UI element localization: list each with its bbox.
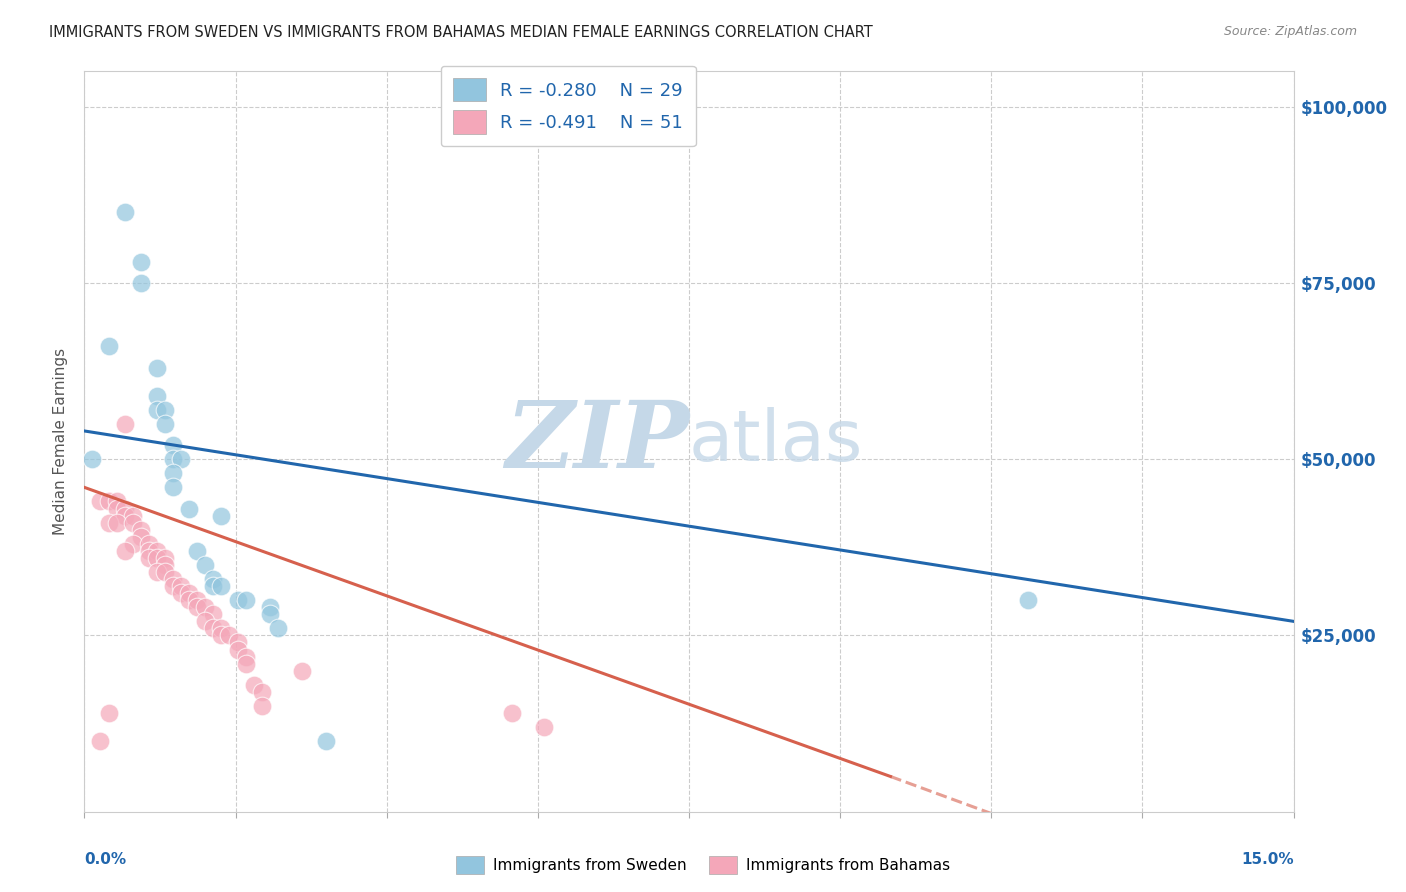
Point (138, 537, 160, 551)
Point (186, 544, 208, 558)
Point (121, 537, 143, 551)
Point (170, 586, 193, 600)
Point (533, 720, 555, 734)
Point (209, 628, 232, 642)
Point (170, 579, 193, 593)
Point (250, 698, 273, 713)
Point (1017, 593, 1039, 607)
Point (97, 706, 120, 720)
Point (226, 593, 249, 607)
Point (186, 600, 208, 615)
Point (146, 544, 169, 558)
Point (250, 685, 273, 699)
Point (267, 621, 290, 635)
Point (202, 572, 225, 586)
Point (162, 452, 184, 467)
Point (153, 565, 176, 579)
Point (129, 530, 152, 544)
Point (226, 635, 249, 649)
Point (146, 402, 169, 417)
Text: IMMIGRANTS FROM SWEDEN VS IMMIGRANTS FROM BAHAMAS MEDIAN FEMALE EARNINGS CORRELA: IMMIGRANTS FROM SWEDEN VS IMMIGRANTS FRO… (49, 25, 873, 40)
Point (218, 628, 240, 642)
Point (202, 579, 225, 593)
Point (242, 678, 264, 692)
Point (138, 544, 160, 558)
Text: ZIP: ZIP (505, 397, 689, 486)
Point (89, 734, 111, 748)
Point (146, 360, 169, 375)
Point (105, 494, 128, 508)
Point (226, 642, 249, 657)
Point (129, 254, 152, 268)
Point (291, 664, 314, 678)
Text: Source: ZipAtlas.com: Source: ZipAtlas.com (1223, 25, 1357, 38)
Point (153, 550, 176, 565)
Text: atlas: atlas (689, 407, 863, 476)
Legend: R = -0.280    N = 29, R = -0.491    N = 51: R = -0.280 N = 29, R = -0.491 N = 51 (440, 66, 696, 146)
Point (114, 508, 136, 523)
Point (146, 565, 169, 579)
Point (114, 205, 136, 219)
Point (105, 516, 128, 530)
Legend: Immigrants from Sweden, Immigrants from Bahamas: Immigrants from Sweden, Immigrants from … (450, 850, 956, 880)
Point (209, 579, 232, 593)
Point (121, 516, 143, 530)
Point (235, 649, 257, 664)
Text: 0.0%: 0.0% (84, 853, 127, 867)
Point (209, 621, 232, 635)
Point (162, 480, 184, 494)
Point (235, 593, 257, 607)
Point (259, 607, 281, 622)
Point (259, 600, 281, 615)
Point (194, 615, 217, 629)
Point (194, 600, 217, 615)
Point (501, 706, 523, 720)
Point (162, 579, 184, 593)
Point (97, 494, 120, 508)
Point (170, 452, 193, 467)
Point (97, 516, 120, 530)
Point (105, 501, 128, 516)
Point (235, 657, 257, 671)
Point (179, 586, 201, 600)
Point (89, 494, 111, 508)
Point (121, 508, 143, 523)
Point (153, 402, 176, 417)
Point (146, 389, 169, 403)
Point (114, 417, 136, 431)
Point (82, 452, 104, 467)
Point (162, 467, 184, 481)
Y-axis label: Median Female Earnings: Median Female Earnings (53, 348, 69, 535)
Point (129, 523, 152, 537)
Point (114, 544, 136, 558)
Point (153, 558, 176, 572)
Point (162, 438, 184, 452)
Point (162, 572, 184, 586)
Point (138, 550, 160, 565)
Point (97, 339, 120, 353)
Point (209, 508, 232, 523)
Point (202, 621, 225, 635)
Point (315, 734, 337, 748)
Point (146, 550, 169, 565)
Text: 15.0%: 15.0% (1241, 853, 1294, 867)
Point (114, 501, 136, 516)
Point (129, 276, 152, 290)
Point (186, 593, 208, 607)
Point (194, 558, 217, 572)
Point (179, 501, 201, 516)
Point (179, 593, 201, 607)
Point (202, 607, 225, 622)
Point (153, 417, 176, 431)
